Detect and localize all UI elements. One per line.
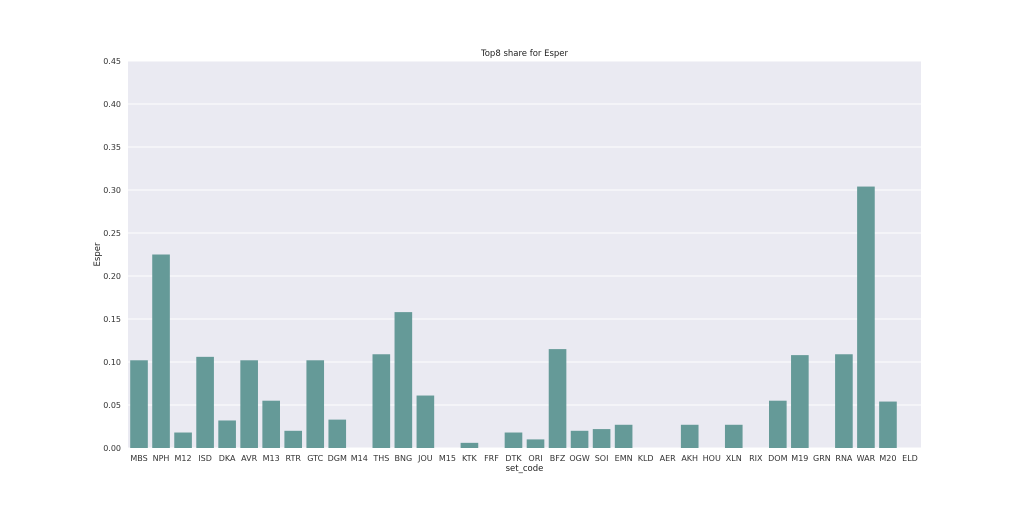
- bar-m19: [791, 355, 809, 448]
- y-tick-label: 0.45: [103, 57, 121, 66]
- bar-war: [857, 186, 875, 448]
- bar-ogw: [570, 430, 589, 448]
- chart-title: Top8 share for Esper: [480, 49, 569, 59]
- bar-dka: [218, 420, 236, 448]
- x-tick-label: M13: [263, 454, 280, 463]
- x-tick-label: HOU: [703, 454, 721, 463]
- y-tick-label: 0.20: [103, 272, 121, 281]
- y-axis-title: Esper: [93, 242, 103, 266]
- x-tick-label: MBS: [130, 454, 147, 463]
- x-tick-label: XLN: [726, 454, 742, 463]
- x-tick-label: GRN: [813, 454, 831, 463]
- x-tick-label: EMN: [615, 454, 633, 463]
- x-tick-label: AER: [660, 454, 677, 463]
- x-axis-ticks: MBS NPH M12 ISD DKA AVR M13 RTR GTC DGM M14 THS BNG J…: [130, 454, 917, 463]
- x-tick-label: M20: [879, 454, 896, 463]
- bar-avr: [240, 360, 258, 448]
- x-tick-label: M14: [351, 454, 368, 463]
- bar-ori: [526, 439, 545, 448]
- y-tick-label: 0.25: [103, 229, 121, 238]
- plot-background: [128, 61, 921, 448]
- bar-ths: [372, 354, 391, 448]
- bar-m13: [262, 400, 280, 448]
- y-tick-label: 0.10: [103, 358, 121, 367]
- y-tick-label: 0.30: [103, 186, 121, 195]
- bars: [130, 186, 897, 448]
- bar-soi: [592, 429, 611, 448]
- y-axis-ticks: 0.00 0.05 0.10 0.15 0.20 0.25 0.30 0.35 0.40 0.45: [103, 57, 121, 453]
- bar-gtc: [306, 360, 325, 448]
- bar-dom: [769, 400, 787, 448]
- bar-nph: [152, 254, 170, 448]
- x-tick-label: BNG: [395, 454, 413, 463]
- x-tick-label: ELD: [902, 454, 918, 463]
- x-axis-title: set_code: [506, 464, 544, 474]
- bar-jou: [416, 395, 435, 448]
- bar-m12: [174, 432, 192, 448]
- x-tick-label: JOU: [417, 454, 433, 463]
- x-tick-label: NPH: [153, 454, 170, 463]
- bar-xln: [724, 424, 743, 448]
- bar-mbs: [130, 360, 148, 448]
- x-tick-label: ISD: [198, 454, 212, 463]
- x-tick-label: M19: [791, 454, 808, 463]
- y-tick-label: 0.00: [103, 444, 121, 453]
- x-tick-label: SOI: [595, 454, 609, 463]
- bar-emn: [614, 424, 633, 448]
- bar-ktk: [460, 442, 479, 448]
- bar-rtr: [284, 430, 303, 448]
- x-tick-label: BFZ: [550, 454, 566, 463]
- x-tick-label: KLD: [638, 454, 654, 463]
- x-tick-label: AKH: [681, 454, 698, 463]
- x-tick-label: KTK: [462, 454, 478, 463]
- x-tick-label: FRF: [484, 454, 499, 463]
- x-tick-label: WAR: [857, 454, 876, 463]
- x-tick-label: M15: [439, 454, 456, 463]
- bar-akh: [680, 424, 699, 448]
- x-tick-label: OGW: [569, 454, 589, 463]
- x-tick-label: ORI: [528, 454, 542, 463]
- bar-dgm: [328, 419, 347, 448]
- x-tick-label: THS: [372, 454, 389, 463]
- y-tick-label: 0.35: [103, 143, 121, 152]
- bar-bng: [394, 312, 413, 448]
- y-tick-label: 0.40: [103, 100, 121, 109]
- x-tick-label: M12: [175, 454, 192, 463]
- x-tick-label: AVR: [241, 454, 257, 463]
- x-tick-label: GTC: [307, 454, 323, 463]
- x-tick-label: RNA: [835, 454, 853, 463]
- bar-bfz: [548, 349, 567, 448]
- x-tick-label: RTR: [285, 454, 301, 463]
- bar-m20: [879, 401, 897, 448]
- x-tick-label: DTK: [505, 454, 522, 463]
- x-tick-label: DKA: [219, 454, 236, 463]
- bar-dtk: [504, 432, 523, 448]
- x-tick-label: RIX: [749, 454, 763, 463]
- y-tick-label: 0.15: [103, 315, 121, 324]
- bar-rna: [835, 354, 853, 448]
- bar-isd: [196, 356, 214, 448]
- x-tick-label: DOM: [768, 454, 787, 463]
- y-tick-label: 0.05: [103, 401, 121, 410]
- gridlines: [128, 60, 921, 449]
- x-tick-label: DGM: [328, 454, 347, 463]
